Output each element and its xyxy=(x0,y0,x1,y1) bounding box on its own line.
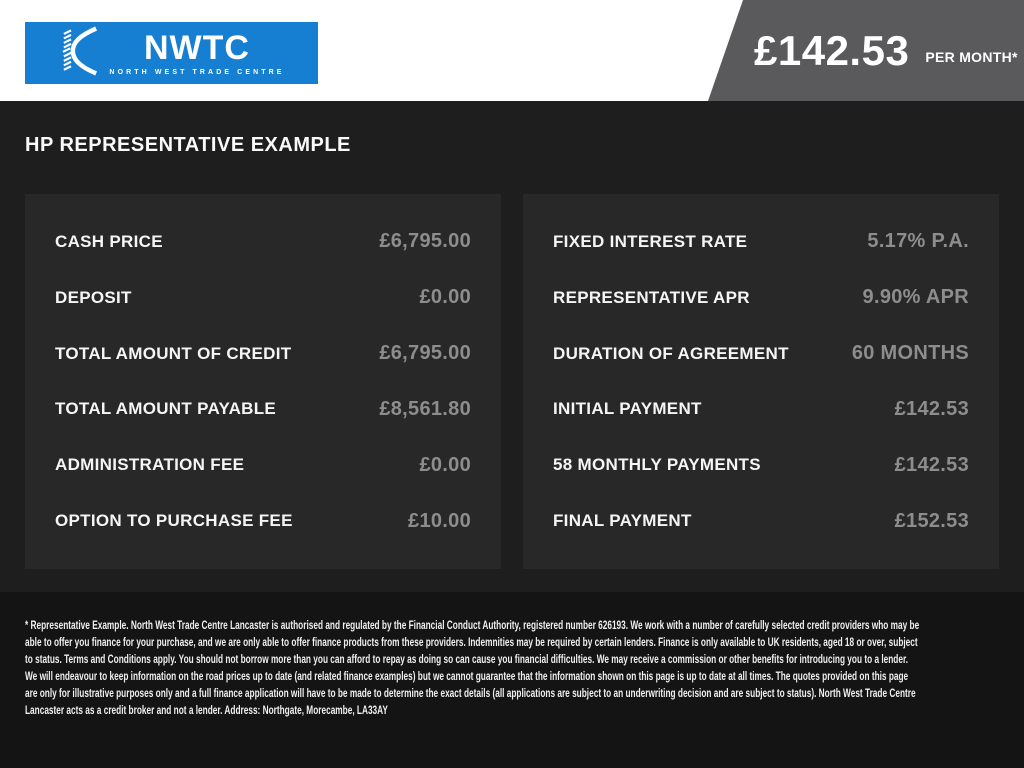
finance-row-value: 5.17% P.A. xyxy=(867,230,969,253)
finance-row-value: 60 MONTHS xyxy=(851,342,969,365)
logo-acronym: NWTC xyxy=(144,28,250,67)
finance-row-admin-fee: ADMINISTRATION FEE £0.00 xyxy=(55,437,471,493)
finance-example-main: HP REPRESENTATIVE EXAMPLE CASH PRICE £6,… xyxy=(0,101,1024,592)
logo-subtext: NORTH WEST TRADE CENTRE xyxy=(109,68,285,76)
finance-row-label: CASH PRICE xyxy=(55,231,163,251)
finance-row-label: FIXED INTEREST RATE xyxy=(553,231,748,251)
finance-row-value: £6,795.00 xyxy=(379,230,471,253)
monthly-price-period: PER MONTH* xyxy=(925,48,1018,65)
finance-row-initial-payment: INITIAL PAYMENT £142.53 xyxy=(553,381,969,437)
finance-row-label: TOTAL AMOUNT OF CREDIT xyxy=(55,343,292,363)
finance-row-monthly-payments: 58 MONTHLY PAYMENTS £142.53 xyxy=(553,437,969,493)
legal-footer: * Representative Example. North West Tra… xyxy=(0,592,1024,768)
finance-row-option-to-purchase-fee: OPTION TO PURCHASE FEE £10.00 xyxy=(55,493,471,549)
finance-row-value: £0.00 xyxy=(419,286,471,309)
finance-row-value: £8,561.80 xyxy=(379,397,471,420)
finance-row-label: TOTAL AMOUNT PAYABLE xyxy=(55,399,277,419)
finance-row-label: OPTION TO PURCHASE FEE xyxy=(55,511,293,531)
finance-row-value: £142.53 xyxy=(894,453,969,476)
finance-row-representative-apr: REPRESENTATIVE APR 9.90% APR xyxy=(553,270,969,326)
finance-row-value: £142.53 xyxy=(894,397,969,420)
finance-row-label: REPRESENTATIVE APR xyxy=(553,287,750,307)
finance-row-label: FINAL PAYMENT xyxy=(553,511,692,531)
finance-row-value: £6,795.00 xyxy=(379,342,471,365)
finance-row-deposit: DEPOSIT £0.00 xyxy=(55,270,471,326)
finance-row-label: INITIAL PAYMENT xyxy=(553,399,702,419)
finance-row-label: 58 MONTHLY PAYMENTS xyxy=(553,455,761,475)
finance-row-total-payable: TOTAL AMOUNT PAYABLE £8,561.80 xyxy=(55,381,471,437)
finance-row-final-payment: FINAL PAYMENT £152.53 xyxy=(553,493,969,549)
monthly-price: £142.53 xyxy=(754,26,910,74)
finance-row-fixed-interest-rate: FIXED INTEREST RATE 5.17% P.A. xyxy=(553,214,969,270)
finance-row-value: £10.00 xyxy=(408,509,471,532)
page-header: NWTC NORTH WEST TRADE CENTRE £142.53 PER… xyxy=(0,0,1024,101)
finance-row-label: DURATION OF AGREEMENT xyxy=(553,343,789,363)
finance-panel-left: CASH PRICE £6,795.00 DEPOSIT £0.00 TOTAL… xyxy=(25,194,501,569)
finance-row-value: £152.53 xyxy=(894,509,969,532)
finance-panel-right: FIXED INTEREST RATE 5.17% P.A. REPRESENT… xyxy=(523,194,999,569)
finance-row-duration: DURATION OF AGREEMENT 60 MONTHS xyxy=(553,326,969,382)
tire-icon xyxy=(58,25,102,82)
finance-row-cash-price: CASH PRICE £6,795.00 xyxy=(55,214,471,270)
finance-panels: CASH PRICE £6,795.00 DEPOSIT £0.00 TOTAL… xyxy=(25,194,999,569)
disclaimer-text: * Representative Example. North West Tra… xyxy=(25,618,920,717)
finance-row-value: £0.00 xyxy=(419,453,471,476)
price-banner: £142.53 PER MONTH* xyxy=(708,0,1024,101)
dealer-logo[interactable]: NWTC NORTH WEST TRADE CENTRE xyxy=(25,22,318,84)
finance-row-total-credit: TOTAL AMOUNT OF CREDIT £6,795.00 xyxy=(55,326,471,382)
page-title: HP REPRESENTATIVE EXAMPLE xyxy=(25,134,351,156)
finance-row-label: DEPOSIT xyxy=(55,287,132,307)
logo-text: NWTC NORTH WEST TRADE CENTRE xyxy=(109,31,284,76)
finance-row-value: 9.90% APR xyxy=(862,286,969,309)
finance-row-label: ADMINISTRATION FEE xyxy=(55,455,245,475)
